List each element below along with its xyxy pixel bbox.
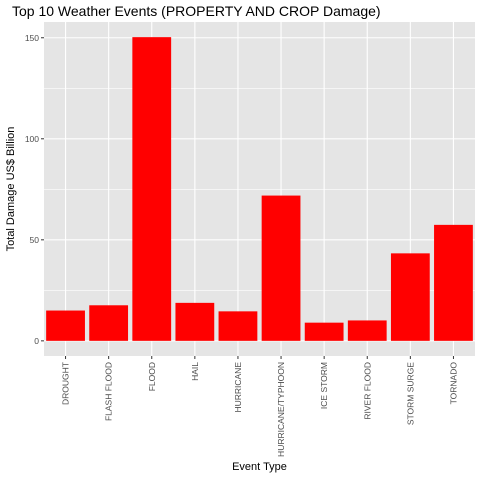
y-axis-title: Total Damage US$ Billion: [5, 127, 17, 252]
x-tick-label: TORNADO: [448, 362, 458, 405]
x-tick-label: HURRICANE/TYPHOON: [276, 362, 286, 457]
bar: [46, 310, 85, 341]
bar: [89, 305, 129, 341]
x-axis: DROUGHT FLASH FLOOD FLOOD HAIL HURRICANE HURR…: [61, 356, 458, 457]
x-axis-title: Event Type: [232, 461, 287, 473]
y-tick-label: 100: [25, 134, 39, 144]
x-tick-label: STORM SURGE: [405, 362, 415, 425]
bar: [218, 311, 258, 341]
bar: [132, 37, 172, 341]
x-tick-label: FLOOD: [147, 362, 157, 391]
bar: [261, 195, 301, 341]
bars: [46, 37, 473, 341]
y-axis: 0 50 100 150: [25, 33, 44, 346]
chart-title: Top 10 Weather Events (PROPERTY AND CROP…: [12, 3, 381, 19]
x-tick-label: HAIL: [190, 362, 200, 381]
y-tick-label: 150: [25, 33, 39, 43]
x-tick-label: HURRICANE: [233, 362, 243, 413]
bar: [347, 320, 387, 341]
y-tick-label: 50: [30, 235, 40, 245]
bar: [434, 224, 473, 341]
y-tick-label: 0: [34, 336, 39, 346]
x-tick-label: DROUGHT: [61, 362, 71, 405]
bar: [390, 253, 430, 341]
x-tick-label: RIVER FLOOD: [362, 362, 372, 420]
x-tick-label: ICE STORM: [319, 362, 329, 409]
x-tick-label: FLASH FLOOD: [104, 362, 114, 421]
bar: [175, 302, 215, 341]
bar: [304, 322, 344, 341]
